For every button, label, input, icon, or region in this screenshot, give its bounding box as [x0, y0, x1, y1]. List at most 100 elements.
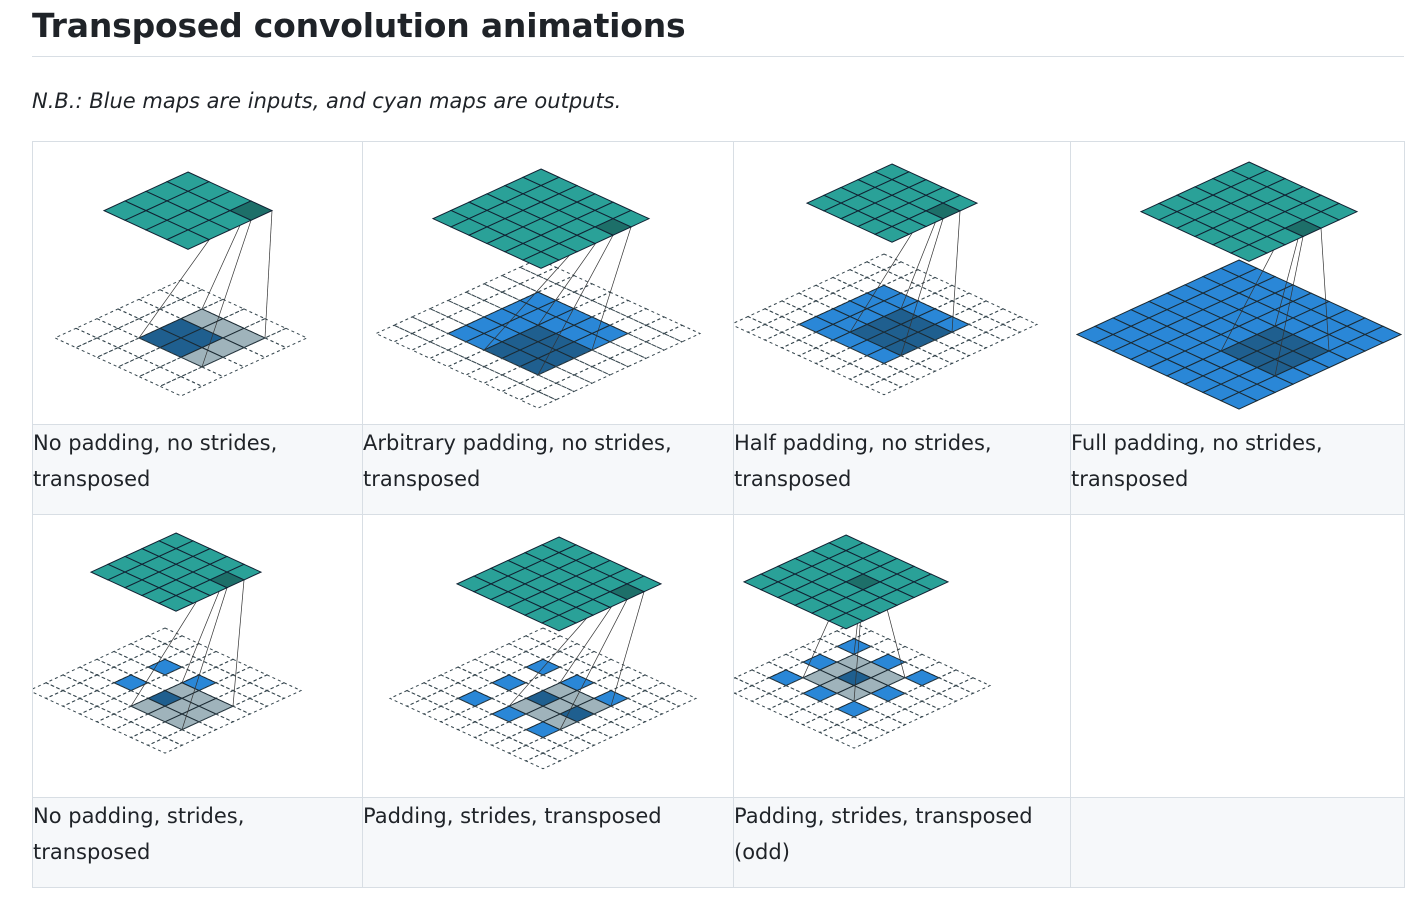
- animation-cell: [733, 514, 1071, 798]
- padding-cell: [734, 685, 771, 702]
- padding-cell: [984, 308, 1022, 325]
- padding-cell: [899, 269, 937, 286]
- padding-cell: [44, 674, 82, 692]
- padding-cell: [554, 291, 594, 310]
- padding-cell: [541, 635, 579, 653]
- padding-cell: [518, 374, 558, 393]
- padding-cell: [558, 658, 596, 676]
- padding-cell: [78, 674, 116, 692]
- input-cell: [1219, 391, 1259, 410]
- padding-cell: [643, 682, 681, 699]
- padding-cell: [865, 253, 903, 271]
- padding-cell: [180, 658, 218, 676]
- padding-cell: [626, 341, 666, 359]
- padding-cell: [575, 729, 613, 746]
- padding-cell: [464, 299, 504, 318]
- padding-cell: [886, 708, 924, 726]
- padding-cell: [590, 341, 630, 359]
- caption: No padding, strides, transposed: [32, 797, 363, 888]
- animation-cell: [32, 141, 363, 425]
- output-cell: [165, 229, 211, 250]
- padding-cell: [662, 324, 702, 343]
- animation-cell: [32, 514, 363, 798]
- padding-cell: [129, 729, 167, 746]
- padding-cell: [767, 653, 805, 671]
- padding-cell: [507, 744, 545, 762]
- padding-cell: [388, 690, 426, 707]
- padding-cell: [984, 323, 1022, 341]
- padding-strides-transposed-animation: [388, 536, 698, 770]
- input-cell: [112, 674, 150, 692]
- padding-cell: [1001, 316, 1039, 333]
- projection-line: [951, 210, 961, 333]
- padding-cell: [158, 279, 204, 300]
- padding-cell: [536, 366, 576, 384]
- caption: Half padding, no strides, transposed: [733, 424, 1071, 515]
- padding-cell: [608, 349, 648, 368]
- caption: Arbitrary padding, no strides, transpose…: [362, 424, 734, 515]
- padding-cell: [920, 692, 958, 710]
- padding-cell: [428, 349, 468, 368]
- no-padding-strides-transposed-animation: [33, 532, 303, 754]
- padding-cell: [95, 308, 141, 329]
- padding-cell: [263, 327, 309, 349]
- padding-cell: [422, 690, 460, 707]
- caption: Padding, strides, transposed: [362, 797, 734, 888]
- caption-row-2: No padding, strides, transposed Padding,…: [32, 797, 1405, 888]
- padding-cell: [392, 316, 432, 335]
- padding-cell: [500, 382, 540, 401]
- projection-line: [537, 235, 614, 376]
- padding-cell: [439, 713, 477, 731]
- padding-cell: [763, 331, 801, 349]
- padding-cell: [767, 685, 805, 702]
- padding-cell: [137, 289, 183, 310]
- padding-cell: [158, 376, 204, 397]
- padding-cell: [801, 716, 839, 734]
- padding-cell: [626, 324, 666, 343]
- padding-cell: [814, 355, 852, 372]
- padding-cell: [112, 721, 150, 739]
- empty-cell: [1070, 514, 1405, 798]
- input-cell: [767, 669, 805, 687]
- padding-cell: [179, 289, 225, 310]
- padding-cell: [763, 316, 801, 333]
- padding-cell: [482, 291, 522, 310]
- padding-cell: [767, 700, 805, 718]
- padding-cell: [626, 308, 666, 326]
- padding-cell: [265, 682, 303, 699]
- input-cell: [524, 658, 562, 676]
- padding-cell: [608, 332, 648, 351]
- padding-cell: [61, 666, 99, 684]
- padding-cell: [74, 318, 120, 339]
- padding-cell: [967, 331, 1005, 349]
- padding-cell: [180, 643, 218, 660]
- padding-cell: [392, 332, 432, 351]
- full-padding-no-strides-transposed-animation: [1075, 161, 1403, 410]
- padding-cell: [500, 283, 540, 301]
- output-cell: [540, 614, 578, 632]
- padding-cell: [899, 362, 937, 380]
- padding-cell: [33, 682, 65, 699]
- padding-cell: [554, 275, 594, 293]
- padding-cell: [422, 674, 460, 692]
- padding-cell: [146, 627, 184, 645]
- projection-line: [1274, 236, 1304, 376]
- padding-cell: [179, 366, 225, 387]
- padding-cell: [456, 721, 494, 739]
- padding-cell: [524, 627, 562, 645]
- arbitrary-padding-no-strides-transposed-animation: [374, 168, 702, 409]
- caption: Full padding, no strides, transposed: [1070, 424, 1405, 515]
- padding-cell: [763, 300, 801, 318]
- padding-cell: [780, 339, 818, 357]
- input-cell: [903, 669, 941, 687]
- output-cell: [157, 595, 195, 612]
- padding-cell: [112, 643, 150, 660]
- padding-cell: [95, 697, 133, 715]
- padding-cell: [572, 299, 612, 318]
- padding-cell: [865, 362, 903, 380]
- padding-cell: [608, 316, 648, 335]
- padding-cell: [95, 713, 133, 731]
- padding-cell: [490, 658, 528, 676]
- padding-cell: [869, 716, 907, 734]
- padding-cell: [428, 332, 468, 351]
